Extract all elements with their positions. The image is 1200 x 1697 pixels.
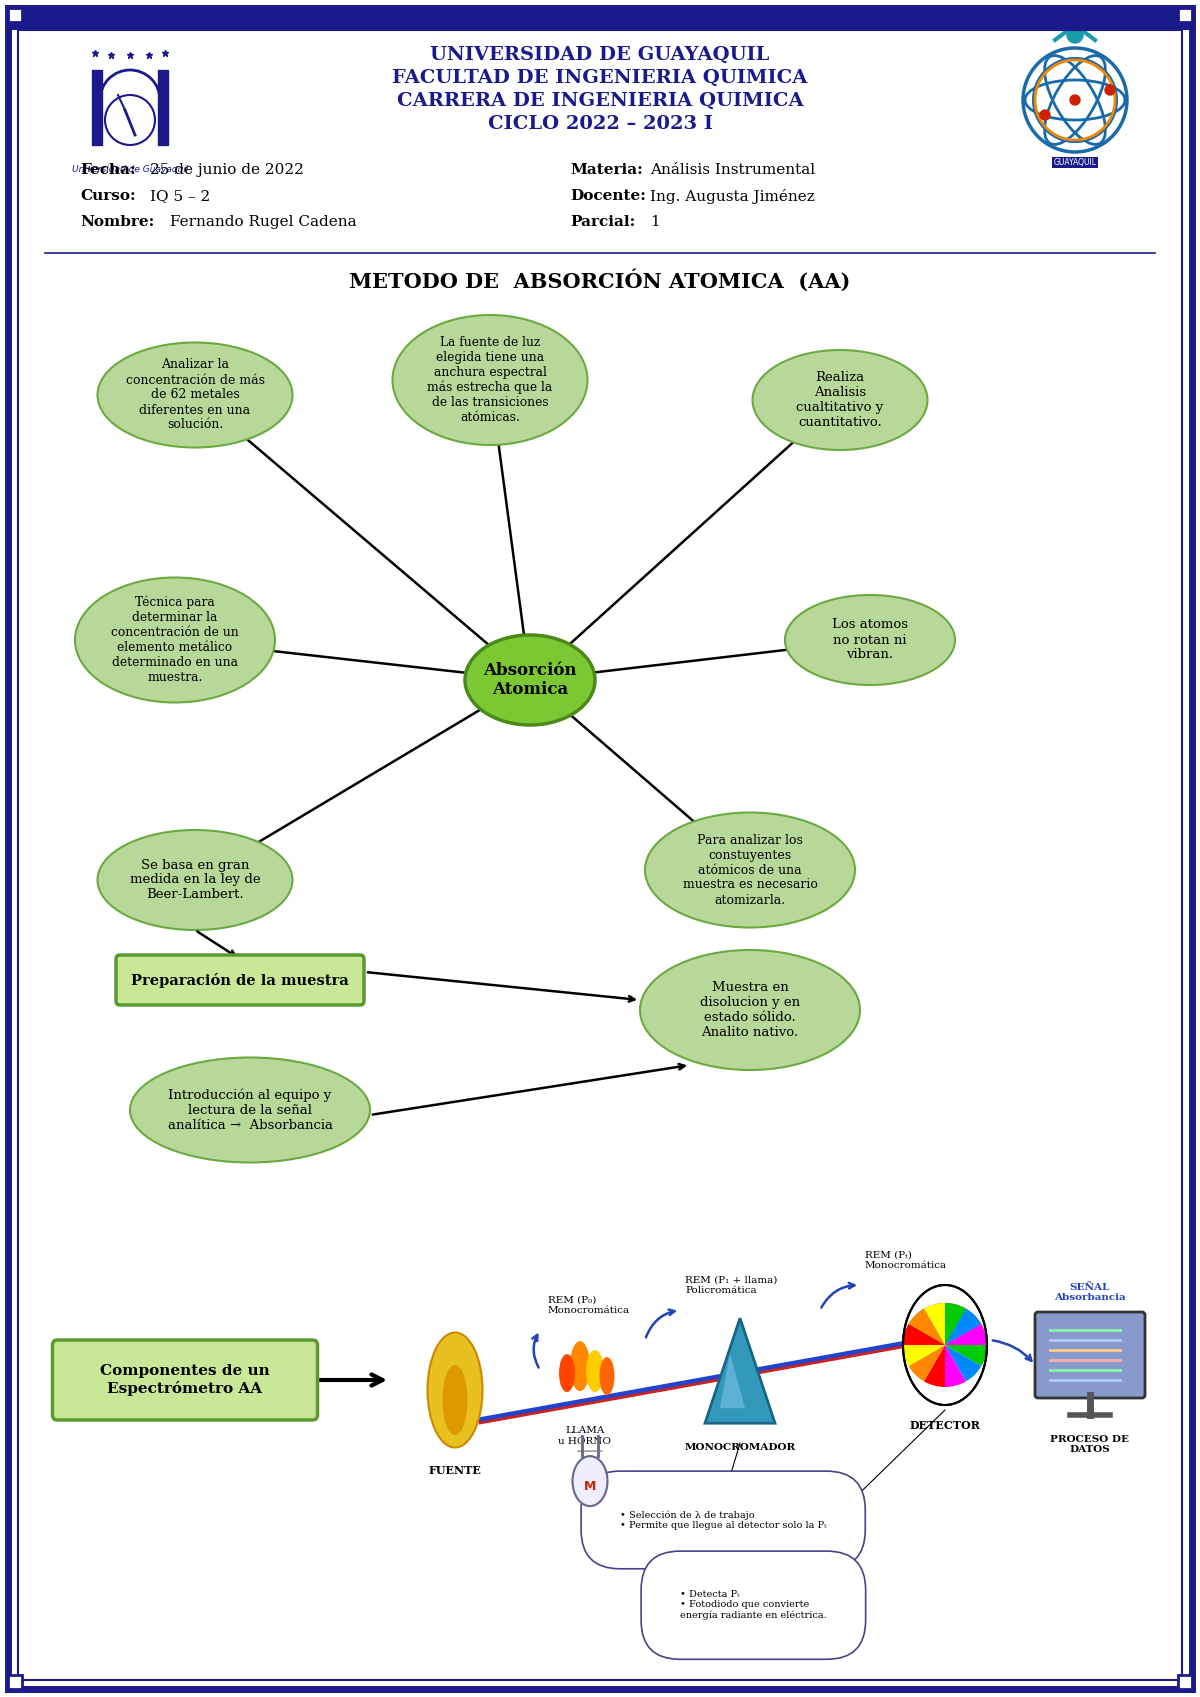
Text: REM (P₀)
Monocromática: REM (P₀) Monocromática [548,1295,630,1315]
Ellipse shape [646,813,854,928]
Wedge shape [908,1308,982,1381]
Ellipse shape [392,316,588,445]
Text: Materia:: Materia: [570,163,643,176]
Circle shape [1040,110,1050,120]
Ellipse shape [752,350,928,450]
Text: UNIVERSIDAD DE GUAYAQUIL: UNIVERSIDAD DE GUAYAQUIL [431,46,769,64]
Text: Técnica para
determinar la
concentración de un
elemento metálico
determinado en : Técnica para determinar la concentración… [112,596,239,684]
Text: FUENTE: FUENTE [428,1465,481,1476]
Ellipse shape [97,830,293,930]
Ellipse shape [74,577,275,703]
Wedge shape [924,1303,966,1386]
Ellipse shape [443,1364,468,1436]
Text: Analizar la
concentración de más
de 62 metales
diferentes en una
solución.: Analizar la concentración de más de 62 m… [126,358,264,431]
Text: Fecha:: Fecha: [80,163,136,176]
FancyBboxPatch shape [116,955,364,1005]
Ellipse shape [427,1332,482,1448]
Text: Los atomos
no rotan ni
vibran.: Los atomos no rotan ni vibran. [832,618,908,662]
Wedge shape [946,1303,966,1346]
Text: Docente:: Docente: [570,188,646,204]
FancyBboxPatch shape [8,8,1192,31]
Ellipse shape [640,950,860,1071]
FancyBboxPatch shape [158,70,168,144]
Circle shape [1105,85,1115,95]
Ellipse shape [559,1354,575,1392]
Text: MONOCROMADOR: MONOCROMADOR [684,1442,796,1453]
Wedge shape [904,1324,946,1346]
FancyBboxPatch shape [92,70,102,144]
Text: LLAMA
u HORNO: LLAMA u HORNO [558,1425,612,1446]
FancyBboxPatch shape [1178,1675,1192,1689]
Text: Muestra en
disolucion y en
estado sólido.
Analito nativo.: Muestra en disolucion y en estado sólido… [700,981,800,1039]
Text: IQ 5 – 2: IQ 5 – 2 [150,188,210,204]
Wedge shape [904,1324,986,1366]
Wedge shape [946,1324,986,1346]
Ellipse shape [97,343,293,448]
Text: Nombre:: Nombre: [80,216,155,229]
Text: Preparación de la muestra: Preparación de la muestra [131,972,349,988]
Ellipse shape [106,95,155,144]
Ellipse shape [586,1351,604,1392]
FancyBboxPatch shape [8,8,22,22]
Text: Análisis Instrumental: Análisis Instrumental [650,163,815,176]
Wedge shape [908,1308,982,1381]
Text: CARRERA DE INGENIERIA QUIMICA: CARRERA DE INGENIERIA QUIMICA [397,92,803,110]
FancyBboxPatch shape [53,1341,318,1420]
Text: FACULTAD DE INGENIERIA QUIMICA: FACULTAD DE INGENIERIA QUIMICA [392,70,808,87]
Ellipse shape [600,1358,614,1395]
Ellipse shape [572,1456,607,1507]
Text: • Selección de λ de trabajo
• Permite que llegue al detector solo la Pₜ: • Selección de λ de trabajo • Permite qu… [620,1510,827,1531]
Wedge shape [904,1324,986,1366]
Ellipse shape [466,635,595,725]
Text: Introducción al equipo y
lectura de la señal
analítica →  Absorbancia: Introducción al equipo y lectura de la s… [168,1088,332,1132]
Text: GUAYAQUIL: GUAYAQUIL [1054,158,1097,166]
Text: Ing. Augusta Jiménez: Ing. Augusta Jiménez [650,188,815,204]
Text: PROCESO DE
DATOS: PROCESO DE DATOS [1050,1436,1129,1454]
Wedge shape [946,1308,982,1346]
Text: REM (Pₜ)
Monocromática: REM (Pₜ) Monocromática [865,1251,947,1269]
Text: DETECTOR: DETECTOR [910,1420,980,1431]
Text: Se basa en gran
medida en la ley de
Beer-Lambert.: Se basa en gran medida en la ley de Beer… [130,859,260,901]
Polygon shape [706,1319,775,1424]
Text: Universidad de Guayaquil: Universidad de Guayaquil [72,165,188,175]
Text: Realiza
Analisis
cualtitativo y
cuantitativo.: Realiza Analisis cualtitativo y cuantita… [797,372,883,429]
FancyBboxPatch shape [1178,8,1192,22]
Text: Fernando Rugel Cadena: Fernando Rugel Cadena [170,216,356,229]
Text: Curso:: Curso: [80,188,136,204]
Text: Parcial:: Parcial: [570,216,635,229]
FancyBboxPatch shape [8,1675,22,1689]
Text: METODO DE  ABSORCIÓN ATOMICA  (AA): METODO DE ABSORCIÓN ATOMICA (AA) [349,268,851,292]
Text: • Detecta Pₜ
• Fotodiodo que convierte
energía radiante en eléctrica.: • Detecta Pₜ • Fotodiodo que convierte e… [680,1590,827,1621]
Circle shape [1067,27,1084,42]
Ellipse shape [785,596,955,686]
Text: CICLO 2022 – 2023 I: CICLO 2022 – 2023 I [487,115,713,132]
Text: Absorción
Atomica: Absorción Atomica [484,662,577,697]
Text: M: M [584,1480,596,1493]
Circle shape [1070,95,1080,105]
Text: SEÑAL
Absorbancia: SEÑAL Absorbancia [1054,1283,1126,1302]
Text: Para analizar los
constuyentes
atómicos de una
muestra es necesario
atomizarla.: Para analizar los constuyentes atómicos … [683,833,817,906]
Wedge shape [924,1303,946,1346]
Wedge shape [924,1303,966,1386]
Polygon shape [720,1353,745,1409]
Ellipse shape [570,1341,590,1392]
Text: La fuente de luz
elegida tiene una
anchura espectral
más estrecha que la
de las : La fuente de luz elegida tiene una anchu… [427,336,553,424]
Wedge shape [908,1308,946,1346]
FancyBboxPatch shape [1034,1312,1145,1398]
Ellipse shape [130,1057,370,1162]
Text: REM (P₁ + llama)
Policromática: REM (P₁ + llama) Policromática [685,1276,778,1295]
Text: 25 de junio de 2022: 25 de junio de 2022 [150,163,304,176]
Text: Componentes de un
Espectrómetro AA: Componentes de un Espectrómetro AA [100,1364,270,1395]
Text: 1: 1 [650,216,660,229]
